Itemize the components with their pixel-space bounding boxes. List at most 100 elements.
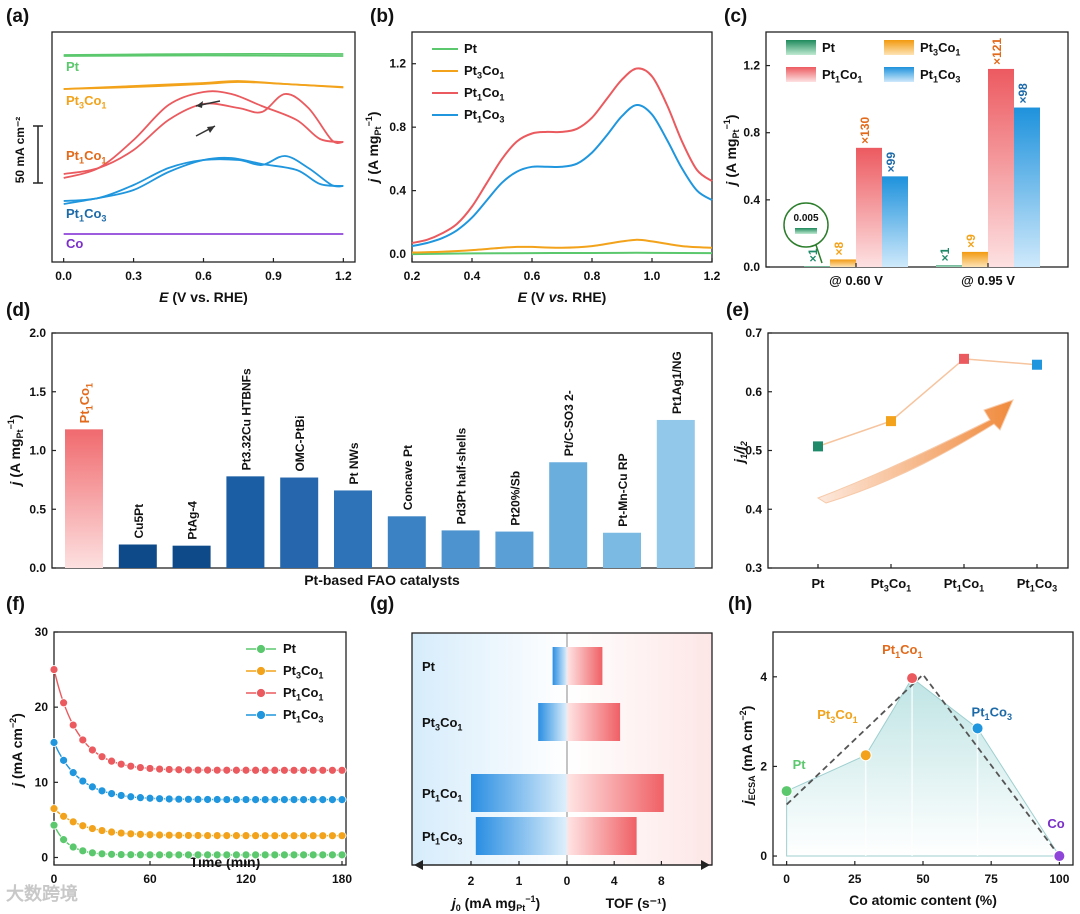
- point-Pt1Co1: [97, 752, 107, 762]
- formula-part: Co: [1047, 816, 1064, 831]
- y-tick-label: 0.8: [743, 126, 760, 140]
- point-Pt3Co1: [251, 831, 261, 841]
- bar-label-1: Cu5Pt: [132, 504, 146, 539]
- point-Pt3Co1: [135, 829, 145, 839]
- panel-c-frame: [765, 31, 1069, 268]
- y-label-unit: (mA cm: [739, 721, 755, 776]
- point-Pt: [299, 850, 309, 860]
- formula-part: Co: [440, 786, 457, 801]
- point-Pt1Co1: [327, 765, 337, 775]
- legend-swatch-Pt: [786, 40, 816, 55]
- point-Pt1Co1: [308, 765, 318, 775]
- point-Pt: [59, 835, 68, 845]
- point-Pt1Co3: [183, 794, 193, 804]
- x-axis-label: Co atomic content (%): [849, 892, 997, 908]
- x-tick-label: 1.0: [644, 269, 661, 283]
- point-Pt3Co1: [193, 831, 203, 840]
- y-tick-label: 20: [35, 700, 49, 714]
- subscript: 1: [985, 712, 990, 722]
- callout-bar: [795, 228, 817, 234]
- bar-Pt3Co1-0: [830, 259, 856, 267]
- point-Pt3Co1: [318, 831, 328, 841]
- panel-f-frame: [53, 631, 347, 866]
- formula-part: Pt: [66, 59, 80, 74]
- point-Pt3Co1: [279, 831, 289, 841]
- point-Pt1Co1: [203, 765, 213, 775]
- point-Pt1Co3: [68, 768, 78, 778]
- point-Pt1Co3: [97, 786, 107, 796]
- point-Pt1Co1: [78, 735, 88, 745]
- x-tick-label: 120: [236, 872, 256, 886]
- cv-Pt1Co3-forward: [63, 155, 344, 202]
- x-label-var: E: [159, 289, 169, 305]
- y-axis-label: j (A mgPt−1): [722, 115, 741, 188]
- legend-marker-Pt1Co3: [256, 710, 266, 720]
- point-Pt: [308, 850, 318, 860]
- legend-label-Pt1Co3: Pt1Co3: [283, 707, 323, 725]
- point-Pt3Co1: [49, 804, 59, 814]
- point-Pt: [183, 850, 193, 860]
- y-label-var: j: [9, 782, 25, 789]
- y-tick-label: 30: [35, 625, 49, 639]
- point-Pt1Co1: [231, 765, 241, 775]
- subscript: 1: [906, 584, 911, 594]
- formula-part: Pt: [422, 786, 436, 801]
- y-label-close: ): [365, 112, 381, 117]
- point-Pt1Co1: [299, 765, 309, 775]
- y-tick-label: 0.3: [745, 561, 762, 575]
- y-axis-label: j1/j2: [731, 441, 749, 465]
- y-tick-label: 0.8: [389, 120, 406, 134]
- formula-part: Pt: [66, 93, 80, 108]
- right-axis-label: TOF (s⁻¹): [606, 895, 667, 911]
- x-tick-label: 0.6: [524, 269, 541, 283]
- point-Pt: [164, 850, 174, 860]
- bar-8: [495, 531, 534, 568]
- point-Pt: [289, 850, 299, 860]
- cv-Pt-backward: [63, 54, 344, 57]
- subscript: 1: [457, 723, 462, 733]
- formula-part: Pt: [422, 829, 436, 844]
- category-label-Pt: Pt: [812, 576, 826, 591]
- formula-part: Co: [835, 707, 852, 722]
- point-Pt1Co1: [270, 765, 280, 775]
- bar-label-0: Pt1Co1: [77, 383, 95, 423]
- formula-part: Pt: [944, 576, 958, 591]
- marker-Pt3Co1: [886, 416, 896, 427]
- x-tick-label: 0.8: [584, 269, 601, 283]
- subscript: 3: [101, 214, 106, 224]
- bar-tof-Pt1Co3: [567, 817, 637, 855]
- formula-part: Co: [301, 707, 318, 722]
- formula-part: Pt: [812, 576, 826, 591]
- panel-letter: (d): [6, 300, 30, 321]
- x-label-vs: vs.: [549, 289, 568, 305]
- point-Pt3Co1: [241, 831, 251, 841]
- y-label-var: j: [365, 177, 381, 184]
- series-Pt: [411, 251, 713, 256]
- point-Pt: [116, 850, 126, 859]
- formula-part: Co: [84, 93, 101, 108]
- marker-Pt: [780, 785, 793, 798]
- bar-0: [65, 429, 103, 568]
- subscript: Pt: [373, 126, 383, 135]
- point-Pt1Co1: [193, 765, 203, 775]
- bar-label-2: PtAg-4: [186, 501, 200, 540]
- point-Pt1Co3: [289, 795, 299, 805]
- point-Pt: [318, 850, 328, 860]
- bar-label-10: Pt-Mn-Cu RP: [616, 453, 630, 526]
- x-tick-label: 0: [51, 872, 58, 886]
- subscript: 2: [739, 441, 749, 447]
- subscript: 3: [296, 671, 301, 681]
- point-Pt3Co1: [327, 831, 337, 841]
- point-Pt: [260, 850, 270, 860]
- subscript: Pt: [731, 129, 741, 138]
- y-tick-label: 0.7: [745, 326, 762, 340]
- superscript: −2: [8, 718, 18, 728]
- subscript: 1: [957, 584, 962, 594]
- bar-label-5: Pt NWs: [347, 442, 361, 484]
- point-Pt3Co1: [126, 829, 136, 839]
- left-tick-label: 1: [516, 874, 523, 888]
- scale-bar-label: 50 mA cm⁻²: [13, 117, 27, 184]
- x-axis-label: Pt-based FAO catalysts: [304, 572, 460, 588]
- subscript: 1: [318, 693, 323, 703]
